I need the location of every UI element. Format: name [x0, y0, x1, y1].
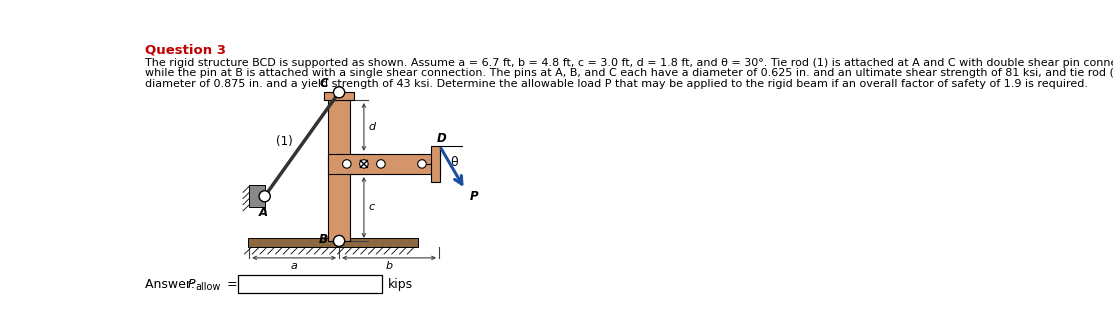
Text: c: c [368, 202, 375, 212]
Bar [238, 275, 382, 293]
Text: The rigid structure BCD is supported as shown. Assume a = 6.7 ft, b = 4.8 ft, c : The rigid structure BCD is supported as … [145, 58, 1113, 68]
Text: =: = [223, 277, 242, 291]
Text: D: D [436, 133, 446, 146]
Text: b: b [385, 261, 393, 271]
Text: P: P [470, 190, 479, 203]
Text: while the pin at B is attached with a single shear connection. The pins at A, B,: while the pin at B is attached with a si… [145, 68, 1113, 78]
Text: B: B [318, 233, 327, 246]
Circle shape [334, 87, 345, 98]
Bar [328, 154, 440, 174]
Bar [431, 146, 440, 181]
Text: (1): (1) [276, 135, 293, 148]
Circle shape [343, 160, 351, 168]
Bar [249, 185, 265, 207]
Circle shape [417, 160, 426, 168]
Text: P: P [187, 277, 195, 291]
Bar [328, 100, 349, 241]
Circle shape [359, 160, 368, 168]
Text: Question 3: Question 3 [145, 44, 226, 57]
Text: θ: θ [451, 156, 459, 169]
Text: d: d [368, 122, 376, 132]
Text: diameter of 0.875 in. and a yield strength of 43 ksi. Determine the allowable lo: diameter of 0.875 in. and a yield streng… [145, 79, 1087, 89]
Bar [329, 233, 348, 238]
Circle shape [259, 191, 270, 202]
Bar [247, 238, 418, 247]
Circle shape [376, 160, 385, 168]
Text: kips: kips [388, 277, 413, 291]
Text: Answer:: Answer: [145, 277, 198, 291]
Text: C: C [319, 77, 328, 90]
Text: A: A [258, 206, 268, 219]
Circle shape [334, 235, 345, 246]
Bar [324, 92, 354, 100]
Text: allow: allow [195, 282, 220, 292]
Text: a: a [290, 261, 297, 271]
